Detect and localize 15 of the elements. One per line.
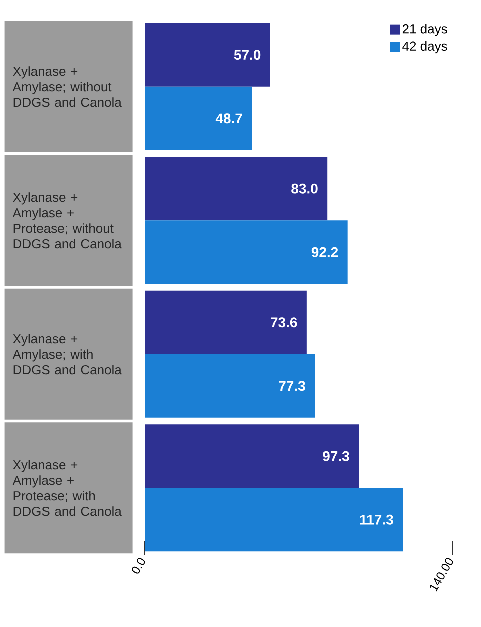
- data-label: 83.0: [292, 184, 318, 194]
- data-label: 92.2: [312, 247, 338, 258]
- legend-label: 21 days: [402, 24, 448, 36]
- y-tick-label: Xylanase + Amylase + Protease; without DDGS and Canola: [12, 192, 122, 249]
- data-label: 77.3: [279, 381, 306, 392]
- x-tick-label: 0.0: [132, 558, 146, 574]
- data-label: 57.0: [234, 50, 261, 60]
- y-tick-label: Xylanase + Amylase; with DDGS and Canola: [12, 334, 122, 375]
- data-label: 97.3: [323, 451, 350, 462]
- legend-label: 42 days: [402, 41, 448, 54]
- data-label: 48.7: [216, 114, 242, 124]
- data-label: 73.6: [271, 318, 298, 328]
- data-label: 117.3: [360, 514, 394, 525]
- y-tick-label: Xylanase + Amylase + Protease; with DDGS and Canola: [12, 460, 122, 516]
- y-tick-label: Xylanase + Amylase; without DDGS and Canola: [12, 66, 122, 108]
